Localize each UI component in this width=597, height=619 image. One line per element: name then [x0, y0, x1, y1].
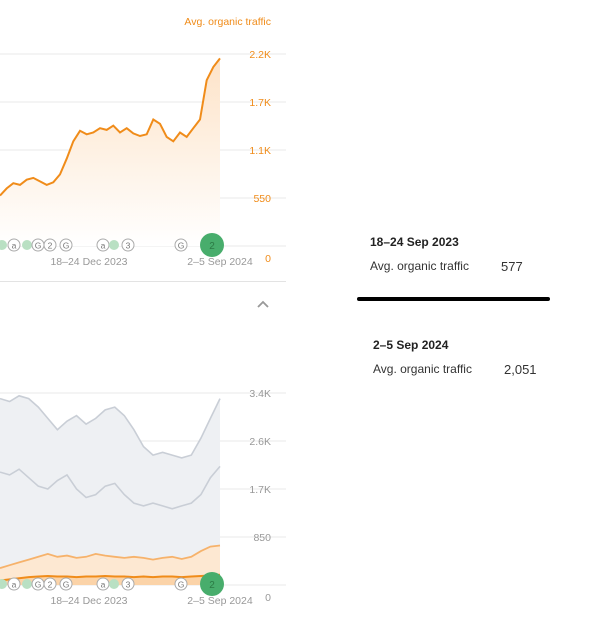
marker-dot: [109, 240, 119, 250]
tooltip-metric-2: Avg. organic traffic: [373, 362, 472, 376]
series-line-1: [0, 394, 221, 459]
bottom-x-label-1: 18–24 Dec 2023: [50, 595, 127, 607]
top-legend-label[interactable]: Avg. organic traffic: [184, 16, 271, 28]
y-tick-label: 3.4K: [249, 388, 271, 400]
tooltip-value-2: 2,051: [504, 362, 537, 377]
marker-label: 3: [126, 580, 131, 590]
top-x-label-1: 18–24 Dec 2023: [50, 256, 127, 268]
marker-dot: [109, 579, 119, 589]
y-tick-label: 2.2K: [249, 49, 271, 61]
y-tick-label: 2.6K: [249, 436, 271, 448]
y-tick-label: 1.7K: [249, 484, 271, 496]
marker-label: G: [35, 241, 42, 251]
separator-rule: [357, 297, 550, 301]
marker-badge: [59, 238, 73, 252]
bottom-x-label-2: 2–5 Sep 2024: [187, 595, 253, 607]
y-tick-label: 1.7K: [249, 97, 271, 109]
marker-badge: [121, 238, 135, 252]
marker-label: G: [178, 241, 185, 251]
marker-label: 3: [126, 241, 131, 251]
selected-marker-label: 2: [209, 580, 215, 591]
tooltip-date-2: 2–5 Sep 2024: [373, 338, 449, 352]
marker-dot: [0, 579, 7, 589]
y-tick-label: 550: [253, 193, 271, 205]
y-tick-label: 0: [265, 592, 271, 604]
y-tick-label: 0: [265, 253, 271, 265]
marker-label: a: [101, 580, 106, 590]
marker-dot: [22, 240, 32, 250]
top-x-label-2: 2–5 Sep 2024: [187, 256, 253, 268]
marker-label: 2: [48, 580, 53, 590]
marker-label: G: [63, 241, 70, 251]
marker-badge: [7, 577, 21, 591]
marker-dot: [22, 579, 32, 589]
bottom-series-group: [0, 394, 221, 585]
marker-badge: [59, 577, 73, 591]
tooltip-metric-1: Avg. organic traffic: [370, 259, 469, 273]
panel-divider: [0, 281, 286, 282]
organic-traffic-line: [0, 57, 221, 197]
selected-marker: [200, 572, 224, 596]
selected-marker: [200, 233, 224, 257]
series-line-3: [0, 544, 221, 569]
marker-badge: [174, 238, 188, 252]
top-y-axis-ticks: 2.2K 1.7K 1.1K 550 0: [249, 49, 271, 265]
marker-badge: [7, 238, 21, 252]
marker-label: G: [63, 580, 70, 590]
series-area-3: [0, 545, 220, 585]
marker-label: G: [35, 580, 42, 590]
marker-badge: [174, 577, 188, 591]
marker-label: a: [12, 580, 17, 590]
marker-label: 2: [48, 241, 53, 251]
marker-badge: [43, 238, 57, 252]
marker-label: a: [101, 241, 106, 251]
marker-dot: [0, 240, 7, 250]
bottom-y-axis-ticks: 3.4K 2.6K 1.7K 850 0: [249, 388, 271, 604]
tooltip-value-1: 577: [501, 259, 523, 274]
collapse-chevron-icon[interactable]: [254, 296, 272, 314]
top-series-group: [0, 57, 221, 247]
marker-badge: [121, 577, 135, 591]
series-line-2: [0, 465, 221, 510]
organic-traffic-area: [0, 58, 220, 247]
series-line-4: [0, 573, 221, 582]
marker-label: G: [178, 580, 185, 590]
y-tick-label: 1.1K: [249, 145, 271, 157]
marker-label: a: [12, 241, 17, 251]
y-tick-label: 850: [253, 532, 271, 544]
tooltip-date-1: 18–24 Sep 2023: [370, 235, 459, 249]
selected-marker-label: 2: [209, 241, 215, 252]
series-area-1: [0, 395, 220, 585]
marker-badge: [43, 577, 57, 591]
